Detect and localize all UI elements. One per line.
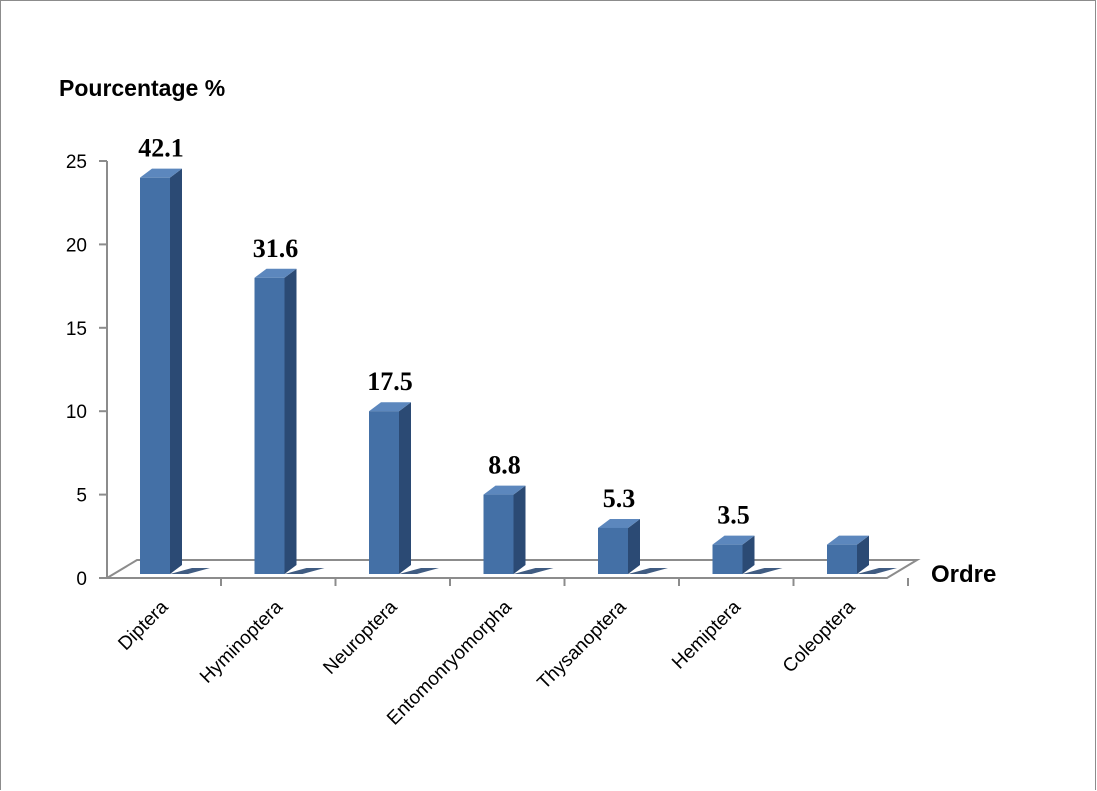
y-tick-label: 0	[76, 569, 87, 590]
bar-shadow	[742, 568, 783, 574]
bar-side	[399, 402, 411, 574]
data-label: 8.8	[488, 451, 521, 480]
x-tick-label: Hemiptera	[668, 596, 745, 673]
y-tick-label: 20	[66, 235, 87, 256]
data-label: 5.3	[603, 484, 636, 513]
bar-side	[513, 485, 526, 574]
x-tick-label: Entomonryomorpha	[383, 596, 516, 729]
bar-side	[170, 168, 182, 574]
bar-shadow	[284, 568, 325, 574]
x-tick-label: Hyminoptera	[196, 596, 287, 687]
data-label: 3.5	[717, 501, 750, 530]
y-tick-label: 25	[66, 152, 87, 173]
data-labels: 42.1 31.6 17.5 8.8 5.3 3.5	[138, 134, 750, 530]
data-label: 42.1	[138, 134, 184, 163]
bar-shadow	[399, 568, 439, 574]
tick-labels: 0 5 10 15 20 25 Diptera Hyminoptera NeuropteraEn…	[66, 152, 860, 730]
bar-series	[140, 168, 897, 574]
bar	[140, 177, 170, 574]
bar-top	[483, 485, 526, 495]
data-label: 17.5	[367, 367, 413, 396]
bar-top	[369, 402, 411, 412]
bar-side	[857, 535, 869, 574]
bar	[827, 544, 857, 574]
bar-top	[712, 535, 755, 545]
bar-top	[140, 168, 182, 178]
bar	[369, 411, 399, 574]
x-tick-label: Diptera	[114, 596, 172, 654]
bar-shadow	[513, 568, 554, 574]
bar-top	[254, 268, 297, 278]
bar	[483, 494, 514, 574]
bar-shadow	[857, 568, 897, 574]
y-tick-label: 5	[76, 486, 87, 507]
bar-top	[827, 535, 869, 545]
bar	[712, 544, 743, 574]
bar-side	[628, 518, 640, 574]
x-tick-label: Coleoptera	[779, 596, 860, 677]
bar-side	[284, 268, 297, 574]
y-axis	[99, 160, 909, 586]
data-label: 31.6	[253, 234, 299, 263]
bar	[598, 527, 628, 574]
bar-top	[598, 518, 640, 528]
bar	[254, 277, 285, 574]
bar-shadow	[628, 568, 668, 574]
y-tick-label: 15	[66, 319, 87, 340]
y-axis-title: Pourcentage %	[59, 75, 225, 101]
x-tick-label: Neuroptera	[319, 596, 401, 678]
y-tick-label: 10	[66, 402, 87, 423]
bar-side	[742, 535, 755, 574]
x-axis-title: Ordre	[931, 561, 996, 588]
bar-shadow	[170, 568, 210, 574]
x-tick-label: Thysanoptera	[534, 596, 631, 693]
